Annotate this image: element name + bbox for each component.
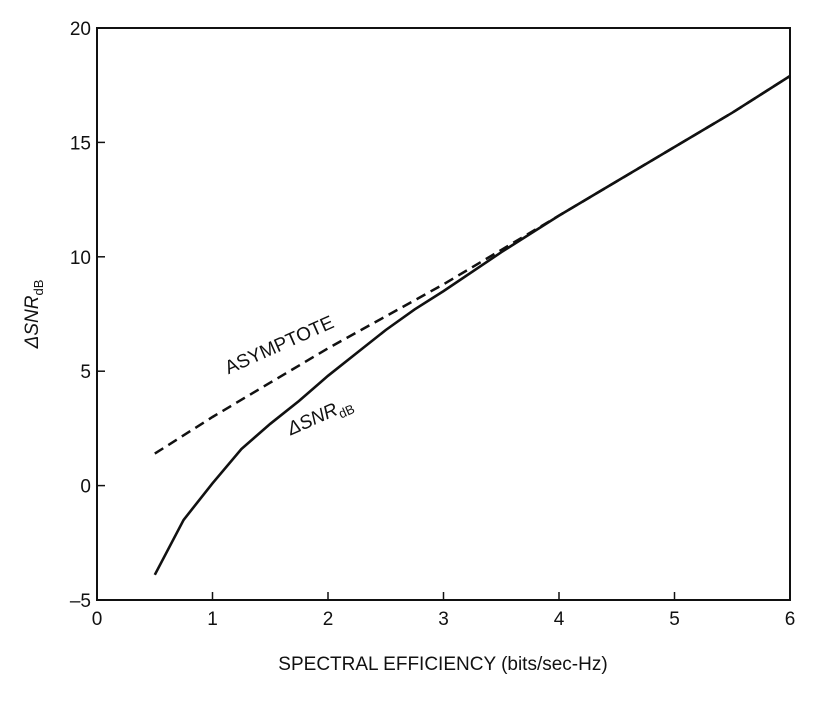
x-axis-label: SPECTRAL EFFICIENCY (bits/sec-Hz): [278, 654, 607, 675]
asymptote-line: [154, 74, 791, 455]
x-tick-label: 3: [438, 609, 449, 630]
asymptote-annotation: ASYMPTOTE: [222, 312, 337, 379]
annotations: ASYMPTOTE ΔSNRdB: [222, 312, 357, 443]
x-axis-ticks: 0 1 2 3 4 5 6: [92, 592, 796, 630]
y-axis-label-main: ΔSNR: [22, 295, 43, 349]
delta-snr-annotation: ΔSNRdB: [283, 393, 357, 443]
x-tick-label: 1: [207, 609, 218, 630]
x-tick-label: 0: [92, 609, 103, 630]
x-tick-label: 4: [554, 609, 565, 630]
y-tick-label: 5: [80, 362, 91, 383]
annotation-sub: dB: [336, 401, 357, 421]
x-tick-label: 2: [323, 609, 334, 630]
y-axis-label: ΔSNRdB: [22, 280, 46, 350]
y-tick-label: 0: [80, 477, 91, 498]
x-tick-label: 6: [785, 609, 796, 630]
y-tick-label: 20: [70, 19, 91, 40]
y-tick-label: 15: [70, 133, 91, 154]
y-axis-label-sub: dB: [31, 280, 46, 296]
y-tick-label: –5: [70, 591, 91, 612]
delta-snr-curve: [153, 74, 791, 576]
y-axis-ticks: –5 0 5 10 15 20: [70, 19, 105, 612]
y-tick-label: 10: [70, 248, 91, 269]
plot-area-frame: [96, 27, 791, 601]
series-group: [153, 74, 791, 576]
x-tick-label: 5: [669, 609, 680, 630]
